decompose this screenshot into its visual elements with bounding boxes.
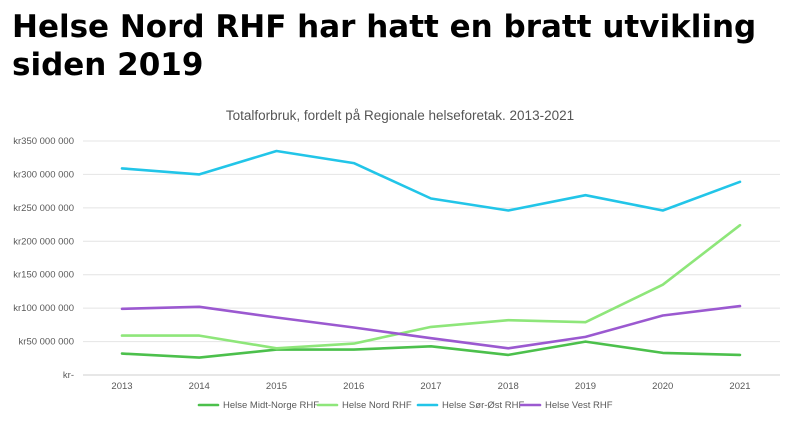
x-tick-label: 2018 [498,381,519,392]
x-tick-label: 2013 [111,381,132,392]
y-tick-label: kr200 000 000 [13,236,74,247]
y-tick-label: kr250 000 000 [13,203,74,214]
legend-label: Helse Sør-Øst RHF [442,400,525,411]
chart-title: Totalforbruk, fordelt på Regionale helse… [226,108,574,123]
x-tick-label: 2021 [729,381,750,392]
x-tick-label: 2014 [189,381,210,392]
legend-label: Helse Nord RHF [342,400,412,411]
x-tick-label: 2020 [652,381,673,392]
series-line-helse-nord-rhf [120,223,742,350]
y-tick-label: kr300 000 000 [13,169,74,180]
legend-label: Helse Vest RHF [545,400,613,411]
x-axis-ticks: 2013 2014 2015 2016 2017 2018 2019 2020 2021 [111,381,750,392]
y-tick-label: kr50 000 000 [19,337,74,348]
y-tick-label: kr350 000 000 [13,136,74,147]
legend-label: Helse Midt-Norge RHF [223,400,319,411]
x-tick-label: 2017 [420,381,441,392]
y-tick-label: kr- [63,370,74,381]
series-line-helse-s-r-st-rhf [120,149,742,212]
y-axis-ticks: kr-kr50 000 000 kr100 000 000 kr150 000 00… [13,136,74,381]
x-tick-label: 2016 [343,381,364,392]
series-line-helse-vest-rhf [120,304,742,350]
series-lines [120,149,742,359]
y-tick-label: kr150 000 000 [13,270,74,281]
page-headline: Helse Nord RHF har hatt en bratt utvikli… [12,9,757,83]
series-line-helse-midt-norge-rhf [120,340,742,359]
y-tick-label: kr100 000 000 [13,303,74,314]
legend: Helse Midt-Norge RHF Helse Nord RHF Helse … [197,400,613,411]
grid-lines [83,140,780,376]
x-tick-label: 2019 [575,381,596,392]
x-tick-label: 2015 [266,381,287,392]
